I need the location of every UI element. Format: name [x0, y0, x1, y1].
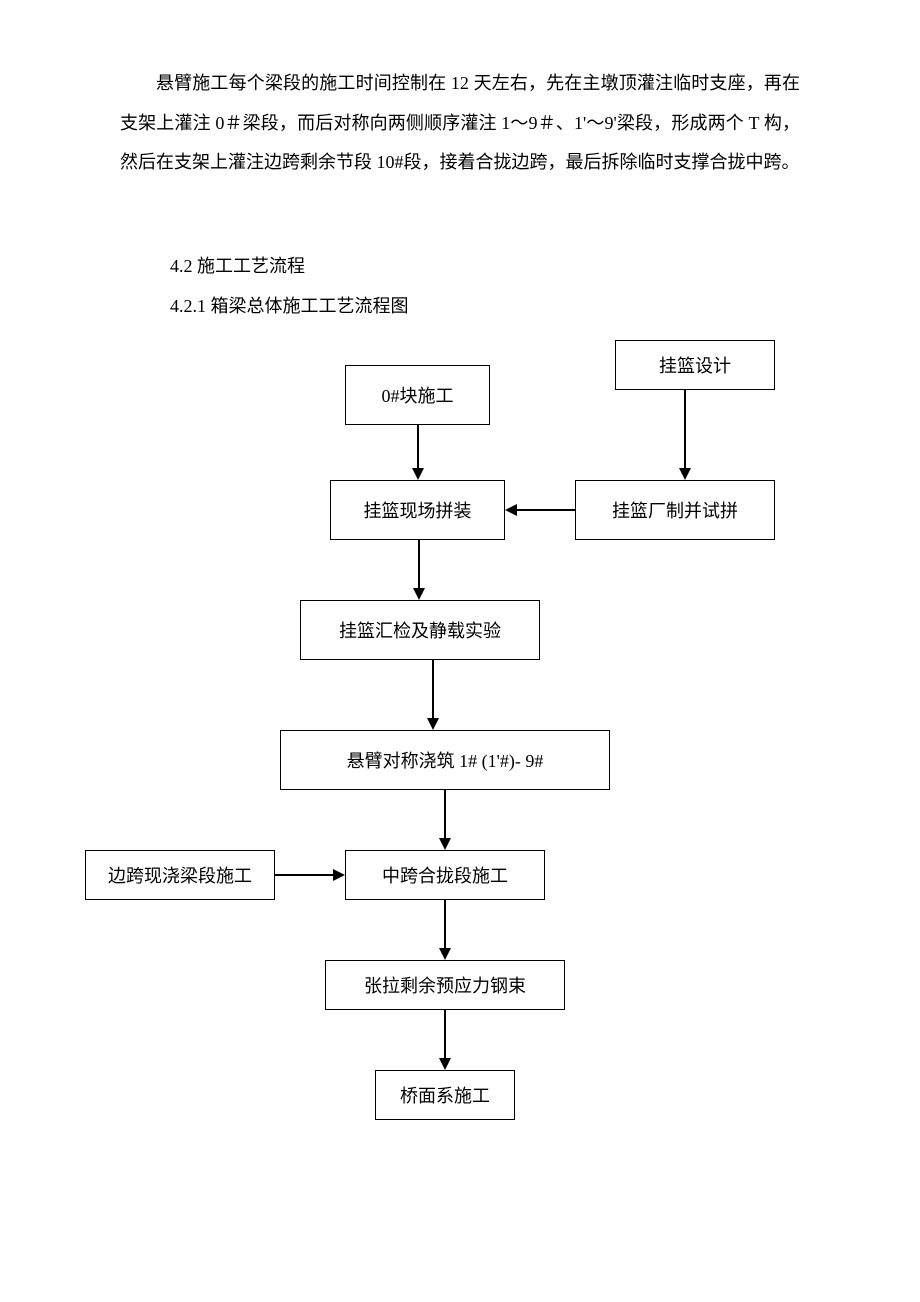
arrow-head-icon [505, 504, 517, 516]
arrow-head-icon [439, 838, 451, 850]
flowchart-node-n3: 挂篮厂制并试拼 [575, 480, 775, 540]
arrow-head-icon [333, 869, 345, 881]
flowchart-edge [417, 425, 419, 468]
arrow-head-icon [439, 948, 451, 960]
heading-4-2-1: 4.2.1 箱梁总体施工工艺流程图 [170, 287, 409, 327]
arrow-head-icon [427, 718, 439, 730]
heading-4-2: 4.2 施工工艺流程 [170, 247, 305, 287]
flowchart-node-n4: 挂篮汇检及静载实验 [300, 600, 540, 660]
arrow-head-icon [439, 1058, 451, 1070]
flowchart-edge [432, 660, 434, 718]
flowchart-node-n7: 中跨合拢段施工 [345, 850, 545, 900]
flowchart-node-n8: 张拉剩余预应力钢束 [325, 960, 565, 1010]
flowchart-edge [444, 1010, 446, 1058]
flowchart-node-n1: 挂篮设计 [615, 340, 775, 390]
flowchart-node-n2: 挂篮现场拼装 [330, 480, 505, 540]
flowchart-node-n5: 悬臂对称浇筑 1# (1'#)- 9# [280, 730, 610, 790]
flowchart-edge [684, 390, 686, 468]
flowchart-edge [418, 540, 420, 588]
flowchart-edge [275, 874, 333, 876]
flowchart-node-n0: 0#块施工 [345, 365, 490, 425]
flowchart-edge [444, 900, 446, 948]
flowchart-edge [444, 790, 446, 838]
flowchart-edge [517, 509, 575, 511]
paragraph-intro: 悬臂施工每个梁段的施工时间控制在 12 天左右，先在主墩顶灌注临时支座，再在支架… [120, 64, 800, 183]
flowchart-node-n9: 桥面系施工 [375, 1070, 515, 1120]
arrow-head-icon [413, 588, 425, 600]
flowchart-container: 0#块施工 挂篮设计挂篮现场拼装 挂篮厂制并试拼挂篮汇检及静载实验悬臂对称浇筑 1#… [0, 340, 920, 1240]
flowchart-node-n6: 边跨现浇梁段施工 [85, 850, 275, 900]
arrow-head-icon [679, 468, 691, 480]
arrow-head-icon [412, 468, 424, 480]
